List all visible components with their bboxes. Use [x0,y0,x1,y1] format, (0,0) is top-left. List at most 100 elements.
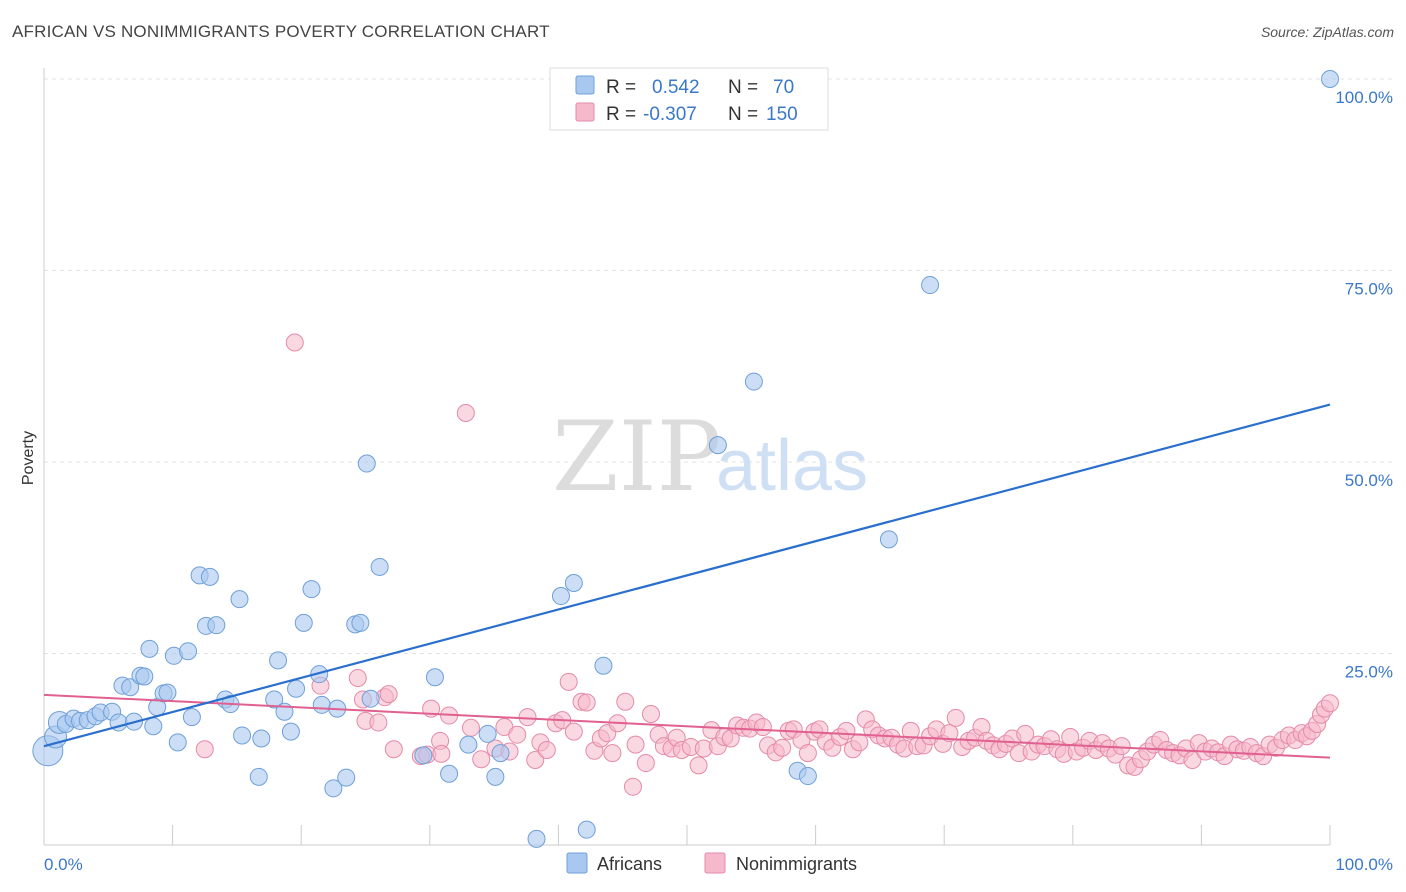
watermark: ZIP atlas [552,401,868,513]
africans-point [921,276,940,295]
africans-point [351,613,370,632]
nonimmigrants-point [946,708,965,727]
legend-swatch-africans [575,75,595,95]
nonimmigrants-point [616,692,635,711]
africans-point [312,695,331,714]
africans-point [708,436,727,455]
legend-r-value-africans: 0.542 [652,77,700,98]
axes [43,68,1331,846]
legend-box-frame [549,67,829,131]
nonimmigrants-point [456,403,475,422]
africans-point [281,722,300,741]
africans-point [302,580,321,599]
nonimmigrants-point [472,750,491,769]
nonimmigrants-point [564,722,583,741]
africans-point [486,767,505,786]
y-tick-label: 100.0% [1335,88,1393,107]
bottom-legend-swatch-africans [566,852,588,874]
africans-point [182,708,201,727]
nonimmigrants-point [850,733,869,752]
africans-point [207,616,226,635]
africans-point [265,690,284,709]
bottom-legend-label-africans: Africans [597,854,662,874]
africans-point [1321,70,1339,88]
africans-points [32,70,1339,848]
trend-lines [43,403,1331,759]
africans-point [200,567,219,586]
africans-point [269,651,288,670]
nonimmigrants-point [773,738,792,757]
nonimmigrants-point [369,713,388,732]
nonimmigrants-trend-line [43,693,1331,759]
y-tick-label: 75.0% [1345,280,1393,299]
nonimmigrants-point [577,693,596,712]
africans-point [337,768,356,787]
africans-point [577,820,596,839]
nonimmigrants-point [384,740,403,759]
bottom-legend-swatch-nonimmigrants [704,852,726,874]
legend-r-label-nonimmigrants: R = [606,104,636,125]
africans-point [140,639,159,658]
bottom-legend-label-nonimmigrants: Nonimmigrants [736,854,857,874]
africans-point [440,764,459,783]
nonimmigrants-point [432,744,451,763]
nonimmigrants-point [537,741,556,760]
africans-point [370,557,389,576]
africans-point [491,744,510,763]
africans-point [287,679,306,698]
tick-labels: 100.0% 75.0% 50.0% 25.0% 0.0% 100.0% [44,88,1393,874]
watermark-atlas: atlas [716,426,868,506]
africans-point [233,726,252,745]
africans-point [798,767,817,786]
africans-point [551,587,570,606]
africans-point [594,656,613,675]
africans-point [744,372,763,391]
nonimmigrants-point [636,754,655,773]
nonimmigrants-point [461,718,480,737]
nonimmigrants-point [559,672,578,691]
legend-r-value-nonimmigrants: -0.307 [643,104,697,125]
africans-point [230,590,249,609]
africans-point [459,735,478,754]
africans-point [158,683,177,702]
legend-n-value-africans: 70 [773,77,794,98]
africans-point [361,689,380,708]
nonimmigrants-point [626,735,645,754]
africans-point [425,668,444,687]
africans-point [252,729,271,748]
nonimmigrants-point [518,708,537,727]
source-label: Source: ZipAtlas.com [1260,24,1394,40]
nonimmigrants-point [641,705,660,724]
africans-point [414,746,433,765]
legend-n-label-africans: N = [728,77,758,98]
nonimmigrants-point [508,725,527,744]
africans-point [294,613,313,632]
africans-point [527,829,546,848]
series-legend: Africans Nonimmigrants [566,852,857,874]
africans-point [564,574,583,593]
nonimmigrants-point [798,744,817,763]
legend-swatch-nonimmigrants [575,102,595,122]
correlation-legend: R = 0.542 N = 70 R = -0.307 N = 150 [549,67,829,131]
legend-r-label-africans: R = [606,77,636,98]
y-tick-label: 50.0% [1345,471,1393,490]
nonimmigrants-point [195,740,214,759]
legend-n-label-nonimmigrants: N = [728,104,758,125]
africans-point [121,678,140,697]
nonimmigrants-point [379,685,398,704]
nonimmigrants-point [348,669,367,688]
nonimmigrants-point [526,750,545,769]
y-axis-label: Poverty [20,431,37,485]
nonimmigrants-point [603,744,622,763]
chart-title: AFRICAN VS NONIMMIGRANTS POVERTY CORRELA… [12,22,550,41]
africans-point [879,530,898,549]
africans-point [249,767,268,786]
nonimmigrants-point [940,724,959,743]
nonimmigrants-point [1321,694,1339,713]
nonimmigrants-points [195,333,1339,796]
africans-point [168,733,187,752]
africans-point [144,717,163,736]
x-tick-label: 0.0% [44,855,83,874]
africans-point [478,724,497,743]
